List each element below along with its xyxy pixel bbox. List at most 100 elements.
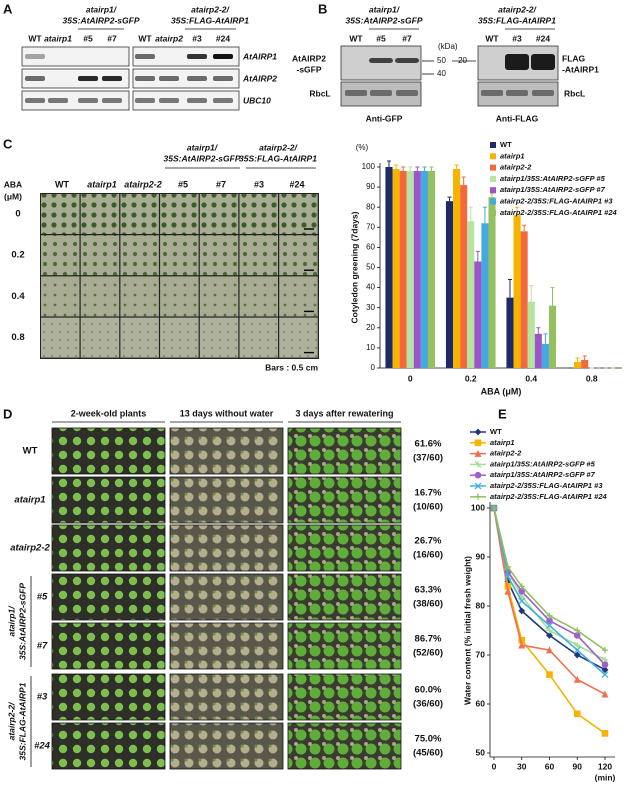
column-label: #24 [289,179,304,189]
plant-photo [169,673,284,721]
group-header: 35S:AtAIRP2-sGFP [164,153,241,163]
legend-label: atairp1 [500,151,525,160]
loading-band [396,90,418,96]
point [504,573,512,581]
point [573,675,581,683]
legend-label: atairp1 [490,438,515,447]
band [187,76,207,81]
survival-count: (37/60) [413,453,443,464]
y-unit: (%) [356,143,369,152]
x-tick-label: 0.2 [465,373,477,383]
plant-photo [169,722,284,770]
group-header: 35S:AtAIRP2-sGFP [63,15,140,25]
plant-photo [169,573,284,621]
x-tick-label: 90 [573,761,583,771]
survival-count: (36/60) [413,699,443,710]
seedling-photo [120,317,159,358]
error-bar [529,285,534,302]
survival-count: (38/60) [413,599,443,610]
gel [132,46,240,67]
seedling-photo [80,317,120,358]
plant-photo [51,673,166,721]
lane-label: #3 [512,33,522,43]
plant-photo [51,573,166,621]
panel-label: E [498,406,507,421]
band [25,98,45,103]
legend-label: atairp2-2/35S:FLAG-AtAIRP1 #3 [490,481,603,490]
point [474,460,482,468]
loading-band [506,90,528,96]
error-bar [536,327,541,334]
y-tick-label: 60 [476,698,486,708]
legend-swatch [490,209,496,216]
seedling-photo [279,276,318,317]
legend-label: atairp2-2/35S:FLAG-AtAIRP1 #24 [500,208,618,217]
plant-photo [287,673,402,721]
lane-label: atairp2 [155,33,183,43]
loading-label: RbcL [309,88,330,98]
protein-label: AtAIRP2 [292,53,326,63]
plant-photo [287,427,402,475]
bar [581,359,589,368]
group-header: atairp2-2/ [259,142,298,152]
plant-photo [287,722,402,770]
point [518,641,526,649]
seedling-photo [239,317,278,358]
seedling-photo [239,235,278,276]
lane-label: atairp1 [44,33,72,43]
column-label: WT [55,179,69,189]
bar [467,221,475,368]
marker-label: 50 [437,56,446,65]
point [491,505,497,511]
survival-count: (45/60) [413,748,443,759]
x-tick-label: 120 [598,761,612,771]
point [601,671,609,679]
lane-label: WT [138,33,152,43]
band [369,58,393,63]
bar [574,361,582,368]
error-bar [543,333,548,344]
bar [534,333,542,368]
plant-photo [287,573,402,621]
survival-percent: 16.7% [415,488,442,499]
bar [420,171,428,368]
error-bar [415,166,420,172]
error-bar [401,166,406,172]
y-tick-label: 50 [366,263,375,272]
y-tick-label: 70 [366,222,375,231]
loading-band [481,90,503,96]
dose-label: 0.8 [11,332,24,343]
y-tick-label: 80 [476,600,486,610]
error-bar [461,176,466,186]
seedling-photo [120,194,159,234]
survival-count: (16/60) [413,550,443,561]
plant-photo [169,524,284,572]
column-header: 2-week-old plants [71,408,147,418]
group-header: atairp1/ [369,4,401,14]
seedling-photo [41,194,80,234]
bar [541,343,549,368]
point [474,471,482,479]
bar [481,223,489,368]
plant-photo [51,476,166,524]
y-tick-label: 90 [476,551,486,561]
error-bar [507,279,512,298]
x-tick-label: 30 [517,761,527,771]
legend-label: WT [500,140,512,149]
error-bar [515,206,520,216]
band [135,76,155,81]
point [601,661,609,669]
seedling-photo [239,276,278,317]
antibody-label: Anti-FLAG [496,113,539,123]
column-header: 3 days after rewatering [295,408,393,418]
legend-label: atairp1/35S:AtAIRP2-sGFP #5 [490,459,596,468]
error-bar [475,250,480,262]
panel-label: A [3,1,13,16]
error-bar [582,355,587,360]
seedling-photo [279,235,318,276]
band [213,76,233,81]
column-label: atairp1 [87,179,117,189]
lane-label: WT [28,33,42,43]
legend-label: atairp2-2 [490,449,522,458]
y-axis-title: Cotyledon greening (7days) [349,211,359,323]
